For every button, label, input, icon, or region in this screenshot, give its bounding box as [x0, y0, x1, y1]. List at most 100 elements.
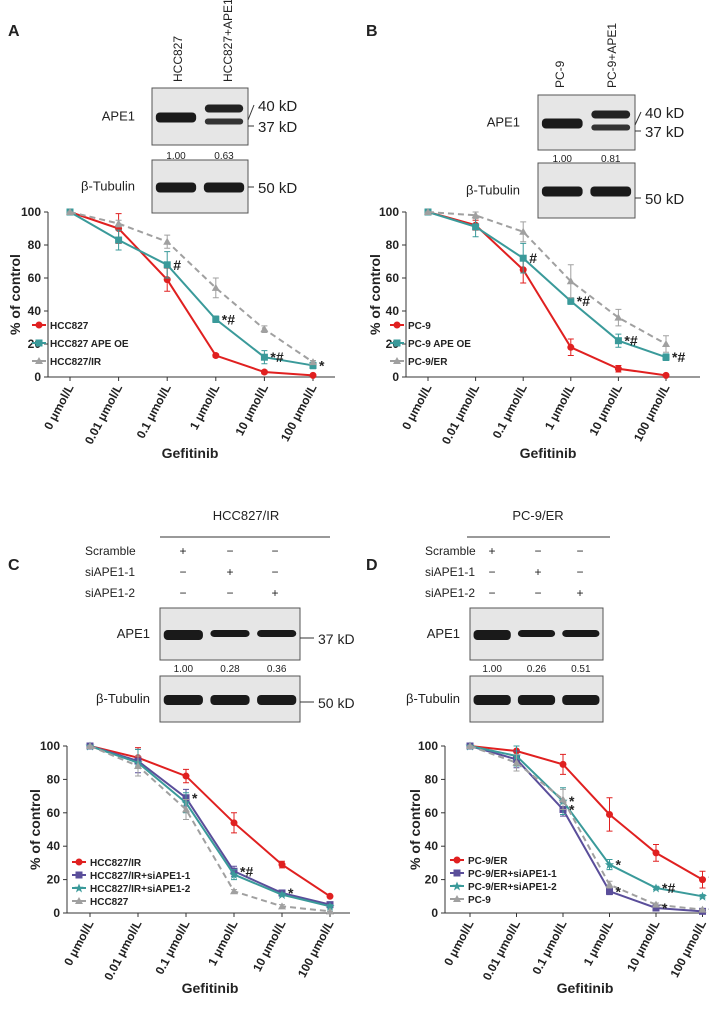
data-point: [231, 819, 238, 826]
treatment-mark: +: [534, 565, 541, 579]
y-tick-label: 100: [40, 739, 60, 753]
panel-label: C: [8, 557, 20, 574]
legend-label: HCC827/IR+siAPE1-1: [90, 871, 191, 882]
annotation: *#: [577, 293, 590, 309]
legend-label: PC-9/ER+siAPE1-1: [468, 869, 557, 880]
y-tick-label: 80: [425, 772, 439, 786]
band: [591, 111, 630, 119]
protein-label: β-Tubulin: [81, 179, 135, 194]
treatment-mark: −: [576, 565, 583, 579]
ratio: 1.00: [174, 664, 194, 675]
x-tick-label: 0.1 μmol/L: [134, 382, 174, 441]
data-point: [183, 773, 190, 780]
data-point: [663, 372, 670, 379]
x-tick-label: 0.01 μmol/L: [101, 918, 144, 983]
protein-label: APE1: [102, 109, 135, 124]
x-tick-label: 0.1 μmol/L: [529, 918, 569, 977]
annotation: *: [569, 801, 575, 817]
treatment-mark: −: [534, 544, 541, 558]
legend-label: PC-9/ER+siAPE1-2: [468, 882, 557, 893]
x-tick-label: 0.01 μmol/L: [439, 382, 482, 447]
protein-label: APE1: [427, 626, 460, 641]
band: [205, 105, 243, 113]
size-label: 37 kD: [645, 124, 684, 141]
data-point: [662, 340, 670, 347]
lane-label: HCC827+APE1: [221, 0, 235, 82]
treatment-label: siAPE1-1: [425, 565, 475, 579]
legend-label: HCC827: [90, 897, 129, 908]
band: [156, 183, 196, 193]
treatment-label: Scramble: [85, 544, 136, 558]
lane-label: HCC827: [171, 36, 185, 82]
band: [591, 125, 630, 131]
legend-label: PC-9 APE OE: [408, 339, 471, 350]
x-tick-label: 0.1 μmol/L: [490, 382, 530, 441]
data-point: [567, 298, 574, 305]
ratio: 0.28: [220, 664, 240, 675]
y-tick-label: 40: [47, 839, 61, 853]
treatment-mark: −: [226, 586, 233, 600]
data-point: [327, 893, 334, 900]
band: [518, 695, 555, 705]
size-label: 50 kD: [645, 191, 684, 208]
ratio: 1.00: [482, 664, 502, 675]
x-axis-label: Gefitinib: [182, 980, 239, 996]
legend-label: PC-9: [408, 321, 431, 332]
ratio: 1.00: [166, 151, 186, 162]
data-point: [115, 237, 122, 244]
y-tick-label: 20: [47, 873, 61, 887]
legend-label: HCC827/IR: [50, 357, 102, 368]
treatment-label: siAPE1-2: [85, 586, 135, 600]
size-label: 40 kD: [645, 105, 684, 122]
treatment-mark: +: [576, 586, 583, 600]
y-axis-label: % of control: [7, 254, 23, 335]
protein-label: β-Tubulin: [96, 691, 150, 706]
annotation: *#: [270, 349, 283, 365]
series-line: [428, 212, 666, 375]
protein-label: APE1: [487, 115, 520, 130]
x-tick-label: 0.01 μmol/L: [82, 382, 125, 447]
legend-label: HCC827/IR: [90, 858, 142, 869]
y-tick-label: 0: [431, 906, 438, 920]
x-tick-label: 10 μmol/L: [232, 382, 271, 438]
legend-marker: [76, 859, 83, 866]
annotation: *#: [222, 311, 235, 327]
x-tick-label: 100 μmol/L: [278, 382, 320, 444]
y-tick-label: 20: [425, 873, 439, 887]
data-point: [230, 887, 238, 894]
band: [205, 119, 243, 125]
legend-label: HCC827 APE OE: [50, 339, 129, 350]
y-tick-label: 40: [386, 304, 400, 318]
x-tick-label: 0.01 μmol/L: [480, 918, 523, 983]
legend-label: PC-9/ER: [468, 856, 508, 867]
data-point: [261, 369, 268, 376]
y-tick-label: 60: [425, 806, 439, 820]
annotation: #: [173, 257, 181, 273]
legend-label: PC-9: [468, 895, 491, 906]
band: [164, 630, 203, 640]
y-tick-label: 80: [28, 238, 42, 252]
band: [210, 630, 249, 637]
size-label: 37 kD: [258, 119, 297, 136]
data-point: [212, 352, 219, 359]
ratio: 0.63: [214, 151, 234, 162]
data-point: [653, 849, 660, 856]
treatment-mark: −: [534, 586, 541, 600]
y-axis-label: % of control: [27, 789, 43, 870]
band: [518, 630, 555, 637]
data-point: [261, 354, 268, 361]
size-label: 50 kD: [258, 180, 297, 197]
treatment-mark: −: [226, 544, 233, 558]
x-tick-label: 1 μmol/L: [205, 918, 241, 968]
band: [257, 695, 296, 705]
band: [474, 695, 511, 705]
data-point: [699, 876, 706, 883]
x-tick-label: 1 μmol/L: [581, 918, 617, 968]
legend-marker: [36, 340, 43, 347]
ratio: 0.36: [267, 664, 287, 675]
treatment-mark: −: [488, 586, 495, 600]
protein-label: β-Tubulin: [466, 183, 520, 198]
x-tick-label: 0 μmol/L: [399, 382, 435, 432]
data-point: [212, 316, 219, 323]
